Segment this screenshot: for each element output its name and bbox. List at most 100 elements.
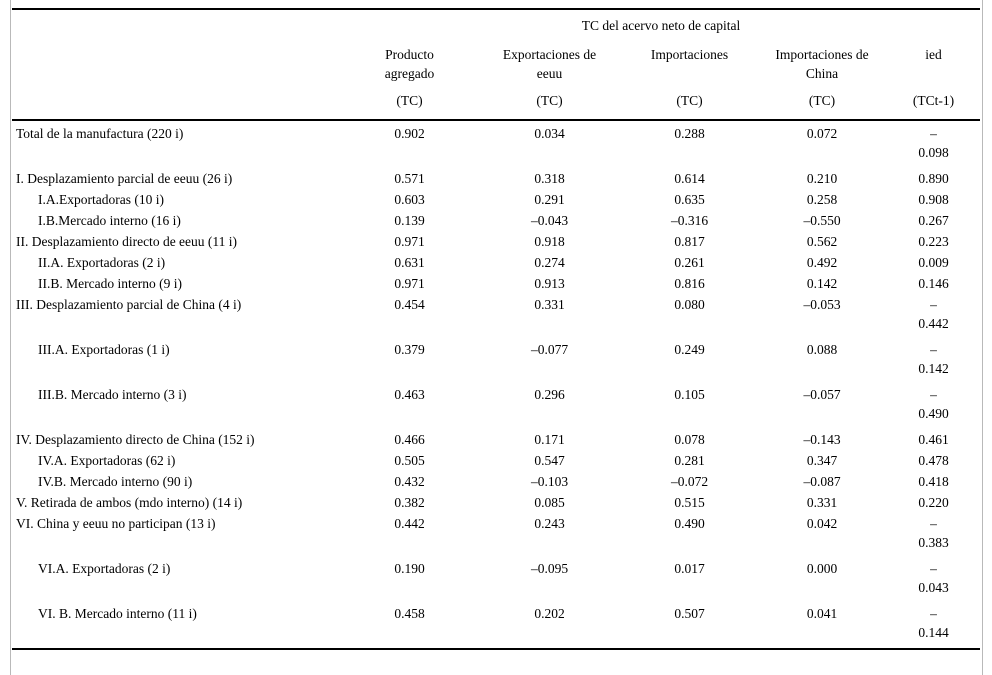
value-cell: 0.432	[394, 474, 425, 489]
value-cell: 0.202	[534, 606, 565, 621]
value-cell: 0.562	[806, 234, 838, 249]
value-cell: 0.347	[806, 453, 838, 468]
value-cell: 0.816	[674, 276, 705, 291]
column-subheader: (TC)	[622, 83, 757, 121]
value-cell: 0.603	[394, 192, 425, 207]
value-cell: 0.492	[806, 255, 838, 270]
table-row: VI. China y eeuu no participan (13 i) 0.4…	[12, 513, 980, 558]
value-cell: 0.318	[534, 171, 565, 186]
table-row: II.B. Mercado interno (9 i) 0.971 0.913 0.8…	[12, 273, 980, 294]
value-cell: –0.103	[530, 474, 569, 489]
row-label: I. Desplazamiento parcial de eeuu (26 i)	[16, 171, 233, 186]
row-label: VI. China y eeuu no participan (13 i)	[16, 516, 216, 531]
value-cell: 0.971	[394, 234, 425, 249]
table-row: III.B. Mercado interno (3 i) 0.463 0.296 0.…	[12, 384, 980, 429]
value-cell: 0.017	[674, 561, 705, 576]
value-cell: 0.913	[534, 276, 565, 291]
capital-stock-tc-table: TC del acervo neto de capital Producto a…	[12, 8, 981, 650]
value-cell: 0.458	[394, 606, 425, 621]
table-row: IV. Desplazamiento directo de China (152…	[12, 429, 980, 450]
value-cell: 0.142	[806, 276, 838, 291]
value-cell: 0.139	[394, 213, 425, 228]
value-cell: 0.220	[918, 495, 949, 510]
value-cell: 0.571	[394, 171, 425, 186]
table-row: I. Desplazamiento parcial de eeuu (26 i)…	[12, 168, 980, 189]
row-label: IV.A. Exportadoras (62 i)	[38, 453, 176, 468]
value-cell: 0.072	[806, 126, 838, 141]
row-label: IV.B. Mercado interno (90 i)	[38, 474, 193, 489]
table-row: VI. B. Mercado interno (11 i) 0.458 0.202 0…	[12, 603, 980, 649]
column-names-row: Producto agregado Exportaciones de eeuu Im…	[12, 35, 980, 83]
table-row: IV.A. Exportadoras (62 i) 0.505 0.547 0.281…	[12, 450, 980, 471]
value-cell: 0.261	[674, 255, 705, 270]
table-row: IV.B. Mercado interno (90 i) 0.432 –0.103 –…	[12, 471, 980, 492]
header-spacer-cell	[12, 83, 342, 121]
value-cell: 0.971	[394, 276, 425, 291]
value-cell: 0.105	[674, 387, 705, 402]
column-subheader: (TCt-1)	[887, 83, 981, 121]
page-left-border-line	[10, 0, 11, 675]
value-cell: 0.418	[918, 474, 949, 489]
value-cell: –0.095	[530, 561, 569, 576]
value-cell: 0.908	[918, 192, 949, 207]
value-cell: 0.382	[394, 495, 425, 510]
table-row: VI.A. Exportadoras (2 i) 0.190 –0.095 0.017…	[12, 558, 980, 603]
header-spacer-cell	[12, 35, 342, 83]
value-cell: – 0.144	[918, 606, 949, 640]
column-header: Producto agregado	[384, 47, 435, 81]
row-label: III.A. Exportadoras (1 i)	[38, 342, 170, 357]
spanning-header-row: TC del acervo neto de capital	[12, 9, 980, 35]
value-cell: 0.614	[674, 171, 705, 186]
value-cell: 0.902	[394, 126, 425, 141]
value-cell: 0.146	[918, 276, 949, 291]
row-label: V. Retirada de ambos (mdo interno) (14 i…	[16, 495, 243, 510]
table-row: I.B.Mercado interno (16 i) 0.139 –0.043 –0.…	[12, 210, 980, 231]
value-cell: 0.442	[394, 516, 425, 531]
value-cell: – 0.142	[918, 342, 949, 376]
table-row: Total de la manufactura (220 i) 0.902 0.03…	[12, 120, 980, 168]
value-cell: 0.243	[534, 516, 565, 531]
table-row: II. Desplazamiento directo de eeuu (11 i…	[12, 231, 980, 252]
value-cell: 0.078	[674, 432, 705, 447]
column-subheader: (TC)	[342, 83, 477, 121]
value-cell: –0.077	[530, 342, 569, 357]
value-cell: 0.190	[394, 561, 425, 576]
table-row: II.A. Exportadoras (2 i) 0.631 0.274 0.261 0…	[12, 252, 980, 273]
row-label: VI.A. Exportadoras (2 i)	[38, 561, 171, 576]
value-cell: –0.316	[670, 213, 709, 228]
value-cell: 0.288	[674, 126, 705, 141]
page-right-border-line	[982, 0, 983, 675]
row-label: I.A.Exportadoras (10 i)	[38, 192, 164, 207]
value-cell: 0.034	[534, 126, 565, 141]
value-cell: 0.210	[806, 171, 838, 186]
value-cell: 0.000	[806, 561, 838, 576]
value-cell: 0.631	[394, 255, 425, 270]
column-subheaders-row: (TC) (TC) (TC) (TC) (TCt-1)	[12, 83, 981, 121]
value-cell: 0.085	[534, 495, 565, 510]
value-cell: 0.635	[674, 192, 705, 207]
value-cell: 0.547	[534, 453, 565, 468]
value-cell: 0.890	[918, 171, 949, 186]
row-label: I.B.Mercado interno (16 i)	[38, 213, 181, 228]
row-label: II.B. Mercado interno (9 i)	[38, 276, 182, 291]
column-header: Exportaciones de eeuu	[502, 47, 597, 81]
row-label: II. Desplazamiento directo de eeuu (11 i…	[16, 234, 238, 249]
row-label: VI. B. Mercado interno (11 i)	[38, 606, 197, 621]
value-cell: 0.478	[918, 453, 949, 468]
column-header: Importaciones	[650, 47, 729, 62]
value-cell: 0.817	[674, 234, 705, 249]
value-cell: 0.080	[674, 297, 705, 312]
value-cell: –0.143	[803, 432, 841, 447]
row-label: III.B. Mercado interno (3 i)	[38, 387, 187, 402]
column-subheader: (TC)	[477, 83, 622, 121]
value-cell: 0.331	[534, 297, 565, 312]
value-cell: 0.291	[534, 192, 565, 207]
column-header: ied	[925, 47, 942, 62]
value-cell: 0.223	[918, 234, 949, 249]
value-cell: 0.490	[674, 516, 705, 531]
value-cell: 0.466	[394, 432, 425, 447]
value-cell: 0.454	[394, 297, 425, 312]
value-cell: 0.042	[806, 516, 838, 531]
table-row: V. Retirada de ambos (mdo interno) (14 i…	[12, 492, 980, 513]
